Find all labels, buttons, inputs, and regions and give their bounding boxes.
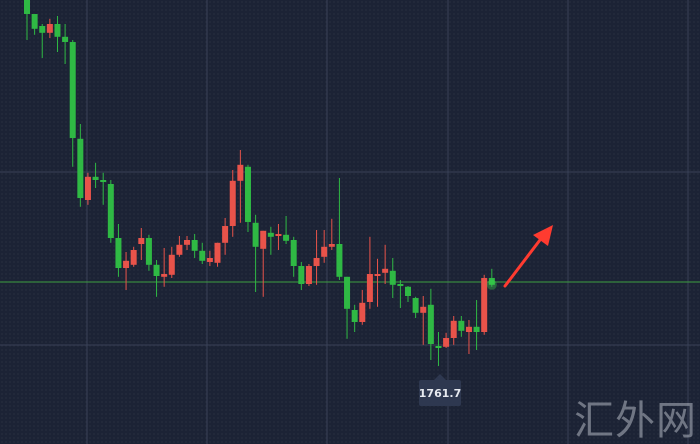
candle-body xyxy=(168,254,175,275)
candle-body xyxy=(328,244,335,247)
candle-body xyxy=(62,36,69,42)
candle-body xyxy=(69,42,76,138)
candle-body xyxy=(24,0,30,14)
candle-body xyxy=(374,274,381,276)
candle-body xyxy=(39,26,46,33)
candle-body xyxy=(153,264,160,276)
candle-body xyxy=(206,258,213,262)
candle-body xyxy=(313,258,320,266)
candle-body xyxy=(54,24,61,37)
candle-body xyxy=(458,320,465,331)
candle-body xyxy=(184,240,191,245)
candle-body xyxy=(222,226,229,243)
candle-body xyxy=(84,176,91,200)
candle-body xyxy=(138,238,145,244)
candle-body xyxy=(435,346,442,348)
candle-body xyxy=(123,260,130,268)
candle-body xyxy=(77,138,84,198)
candle-body xyxy=(199,250,206,261)
watermark-logo: 汇外网 xyxy=(574,398,697,444)
candle-body xyxy=(298,266,305,284)
candle-body xyxy=(382,268,389,273)
candle-body xyxy=(275,234,282,236)
candle-body xyxy=(488,278,495,285)
candle-body xyxy=(92,176,99,180)
candle-body xyxy=(465,326,472,332)
candle-body xyxy=(412,298,419,313)
candle-body xyxy=(321,246,328,257)
candle-body xyxy=(161,274,168,277)
trend-arrow-head-icon xyxy=(533,225,553,246)
candle-body xyxy=(100,180,107,182)
candle-body xyxy=(351,310,358,322)
candle-body xyxy=(305,266,312,284)
current-candle-glow xyxy=(486,279,497,290)
candle-body xyxy=(473,326,480,332)
candle-body xyxy=(450,320,457,338)
candle-body xyxy=(244,166,251,222)
candle-body xyxy=(397,284,404,286)
candle-body xyxy=(107,184,114,238)
candle-body xyxy=(443,338,450,347)
candle-body xyxy=(252,222,259,247)
candle-body xyxy=(405,286,411,296)
candle-body xyxy=(267,232,274,237)
low-price-label: 1761.7 xyxy=(419,374,461,406)
candle-body xyxy=(176,244,183,255)
candle-body xyxy=(481,278,488,332)
candle-body xyxy=(130,250,137,265)
candle-body xyxy=(366,274,373,302)
candle-body xyxy=(115,238,122,268)
candle-body xyxy=(237,164,244,181)
candle-body xyxy=(389,270,396,285)
candle-body xyxy=(336,244,343,277)
candle-body xyxy=(427,304,434,344)
candle-body xyxy=(145,238,152,265)
candle-body xyxy=(290,240,297,266)
candle-body xyxy=(46,24,53,33)
candle-body xyxy=(191,240,198,251)
candle-body xyxy=(260,230,267,249)
candle-body xyxy=(31,14,38,29)
candle-body xyxy=(229,180,236,226)
candle-body xyxy=(359,302,366,322)
trend-arrow-icon xyxy=(503,234,545,288)
candle-body xyxy=(283,234,290,241)
candle-body xyxy=(420,306,427,313)
candle-body xyxy=(214,242,221,263)
candle-body xyxy=(344,276,351,309)
